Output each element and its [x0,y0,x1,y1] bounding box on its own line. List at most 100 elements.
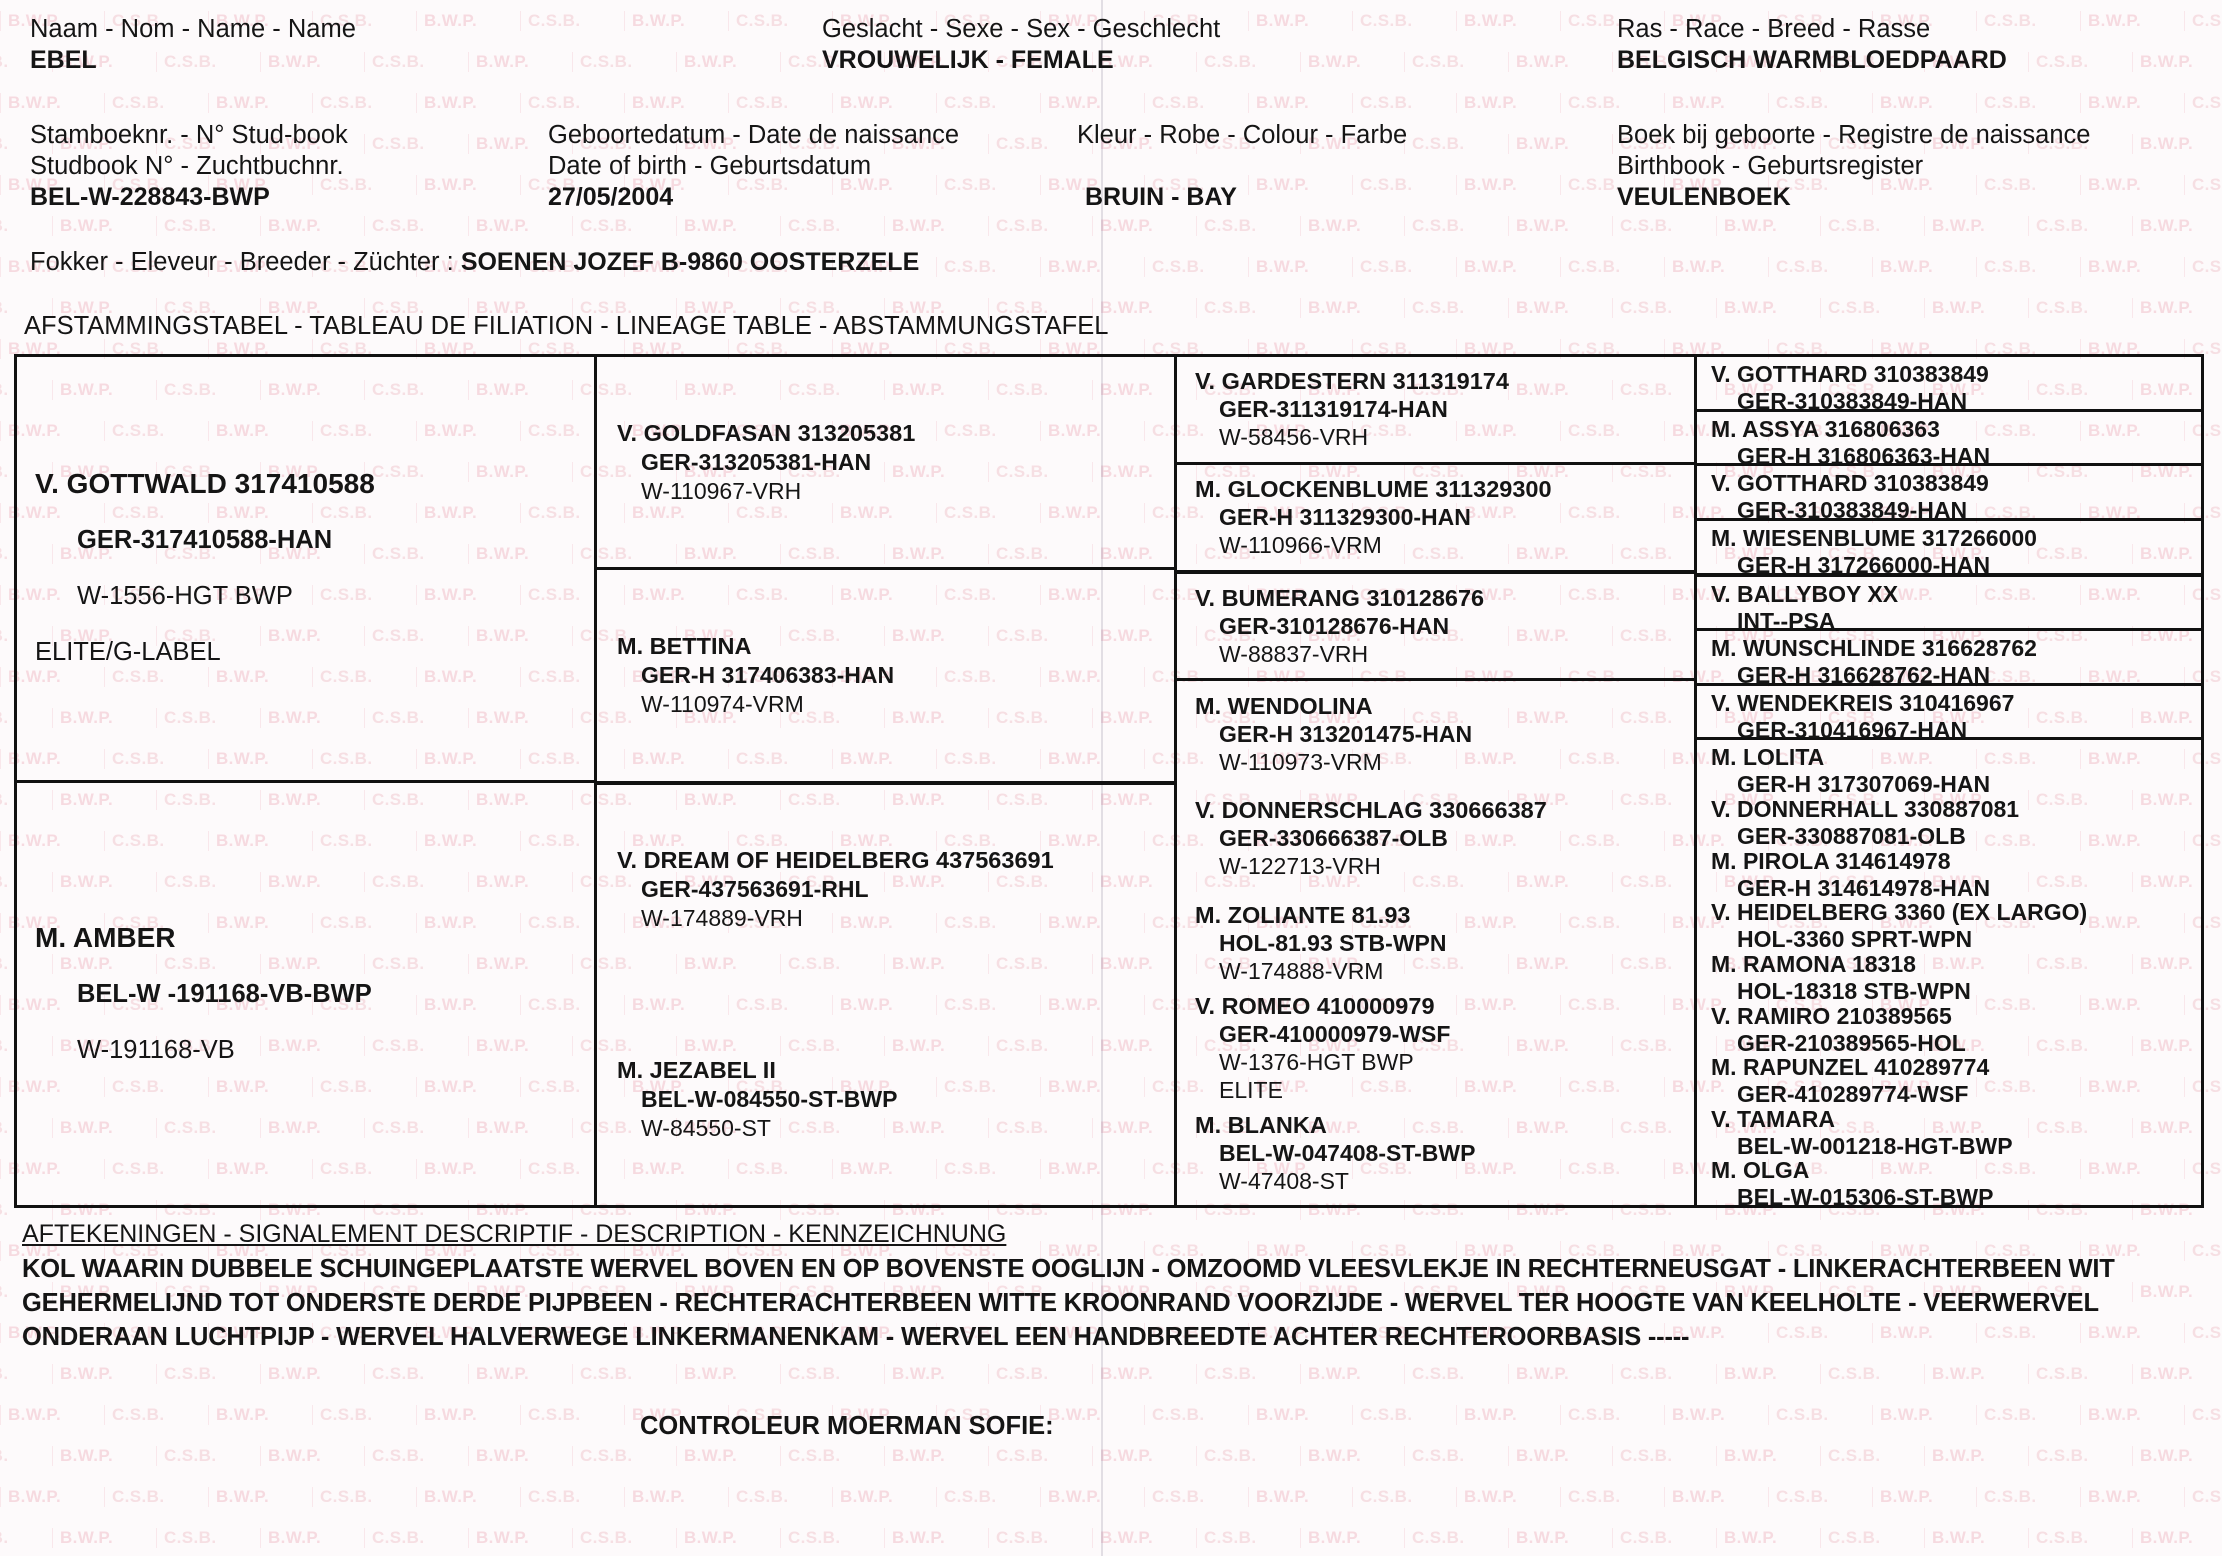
g3-6-line2: GER-410000979-WSF [1219,1020,1451,1047]
sire-name: V. GOTTWALD 317410588 [35,468,375,500]
field-birthbook-value: VEULENBOEK [1617,183,1791,211]
pedigree-column-parents: V. GOTTWALD 317410588 GER-317410588-HAN … [17,357,597,1205]
field-birthdate-value: 27/05/2004 [548,183,674,211]
g3-2-name: V. BUMERANG 310128676 [1195,584,1485,611]
g4-1-name: M. ASSYA 316806363 [1711,415,1940,442]
g4-12-name: V. RAMIRO 210389565 [1711,1002,1952,1029]
g4-4-line2: INT--PSA [1737,607,1836,634]
pedigree-column-grandparents: V. GOLDFASAN 313205381 GER-313205381-HAN… [597,357,1177,1205]
g3-6-line3: W-1376-HGT BWP [1219,1048,1414,1075]
pedigree-cell-g2-2: V. DREAM OF HEIDELBERG 437563691 GER-437… [597,785,1174,995]
pedigree-cell-g4-10: V. HEIDELBERG 3360 (EX LARGO) HOL-3360 S… [1697,895,2201,952]
pedigree-cell-g3-7: M. BLANKA BEL-W-047408-ST-BWP W-47408-ST [1177,1100,1694,1205]
g4-12-line2: GER-210389565-HOL [1737,1029,1966,1056]
g2-3-name: M. JEZABEL II [617,1057,776,1084]
g3-2-line3: W-88837-VRH [1219,640,1369,667]
pedigree-cell-g4-14: V. TAMARA BEL-W-001218-HGT-BWP [1697,1102,2201,1159]
field-breed-value: BELGISCH WARMBLOEDPAARD [1617,46,2007,74]
description-title: AFTEKENINGEN - SIGNALEMENT DESCRIPTIF - … [22,1220,1007,1248]
g3-7-name: M. BLANKA [1195,1111,1327,1138]
field-birthbook-label1: Boek bij geboorte - Registre de naissanc… [1617,121,2091,149]
pedigree-cell-g4-4: V. BALLYBOY XX INT--PSA [1697,577,2201,634]
dam-name: M. AMBER [35,921,176,953]
pedigree-cell-g4-1: M. ASSYA 316806363 GER-H 316806363-HAN [1697,412,2201,469]
g2-2-line2: GER-437563691-RHL [641,876,869,903]
pedigree-cell-g4-7: M. LOLITA GER-H 317307069-HAN [1697,740,2201,797]
g4-15-name: M. OLGA [1711,1157,1810,1184]
g4-5-name: M. WUNSCHLINDE 316628762 [1711,635,2037,662]
g4-8-line2: GER-330887081-OLB [1737,823,1966,849]
pedigree-cell-g4-6: V. WENDEKREIS 310416967 GER-310416967-HA… [1697,686,2201,743]
g2-1-line2: GER-H 317406383-HAN [641,661,895,688]
field-colour: Kleur - Robe - Colour - Farbe BRUIN - BA… [1077,120,1407,213]
g3-0-line3: W-58456-VRH [1219,424,1369,451]
g4-13-line2: GER-410289774-WSF [1737,1081,1969,1108]
pedigree-cell-g3-6: V. ROMEO 410000979 GER-410000979-WSF W-1… [1177,993,1694,1103]
field-studbook-label1: Stamboeknr. - N° Stud-book [30,121,348,149]
field-breed-label: Ras - Race - Breed - Rasse [1617,15,1931,43]
pedigree-cell-g4-3: M. WIESENBLUME 317266000 GER-H 317266000… [1697,521,2201,578]
g4-6-line2: GER-310416967-HAN [1737,716,1968,743]
field-colour-label: Kleur - Robe - Colour - Farbe [1077,121,1408,149]
field-studbook-label2: Studbook N° - Zuchtbuchnr. [30,152,344,180]
field-birthbook: Boek bij geboorte - Registre de naissanc… [1617,120,2090,213]
g2-2-line3: W-174889-VRH [641,905,803,932]
g3-1-line2: GER-H 311329300-HAN [1219,504,1471,531]
g4-1-line2: GER-H 316806363-HAN [1737,442,1991,469]
g4-3-line2: GER-H 317266000-HAN [1737,551,1991,578]
g4-2-line2: GER-310383849-HAN [1737,497,1968,524]
g4-4-name: V. BALLYBOY XX [1711,580,1899,607]
pedigree-column-gg-grandparents: V. GOTTHARD 310383849 GER-310383849-HAN … [1697,357,2201,1210]
g3-4-line2: GER-330666387-OLB [1219,825,1448,852]
g4-15-line2: BEL-W-015306-ST-BWP [1737,1184,1994,1211]
field-sex-value: VROUWELIJK - FEMALE [822,46,1114,74]
g3-5-line2: HOL-81.93 STB-WPN [1219,930,1447,957]
description-body: KOL WAARIN DUBBELE SCHUINGEPLAATSTE WERV… [22,1255,2115,1351]
pedigree-cell-g4-13: M. RAPUNZEL 410289774 GER-410289774-WSF [1697,1050,2201,1107]
g3-3-line2: GER-H 313201475-HAN [1219,720,1473,747]
g3-5-line3: W-174888-VRM [1219,958,1384,985]
g3-0-line2: GER-311319174-HAN [1219,396,1448,423]
g3-7-line2: BEL-W-047408-ST-BWP [1219,1139,1476,1166]
pedigree-cell-g2-0: V. GOLDFASAN 313205381 GER-313205381-HAN… [597,357,1174,571]
dam-line2: BEL-W -191168-VB-BWP [77,979,372,1008]
pedigree-cell-sire: V. GOTTWALD 317410588 GER-317410588-HAN … [17,357,594,783]
paper-fold-line [1101,0,1103,1556]
g4-10-name: V. HEIDELBERG 3360 (EX LARGO) [1711,899,2088,926]
pedigree-cell-g3-0: V. GARDESTERN 311319174 GER-311319174-HA… [1177,357,1694,465]
g4-8-name: V. DONNERHALL 330887081 [1711,796,2020,822]
field-studbook: Stamboeknr. - N° Stud-book Studbook N° -… [30,120,348,213]
g4-10-line2: HOL-3360 SPRT-WPN [1737,926,1973,953]
pedigree-cell-g4-15: M. OLGA BEL-W-015306-ST-BWP [1697,1153,2201,1210]
g2-0-line2: GER-313205381-HAN [641,448,872,475]
pedigree-cell-g3-4: V. DONNERSCHLAG 330666387 GER-330666387-… [1177,786,1694,891]
lineage-table: V. GOTTWALD 317410588 GER-317410588-HAN … [14,354,2204,1210]
pedigree-cell-g4-0: V. GOTTHARD 310383849 GER-310383849-HAN [1697,357,2201,414]
g3-0-name: V. GARDESTERN 311319174 [1195,368,1509,395]
g3-1-line3: W-110966-VRM [1219,532,1382,559]
field-colour-value: BRUIN - BAY [1085,183,1237,211]
g3-6-name: V. ROMEO 410000979 [1195,992,1435,1019]
field-sex: Geslacht - Sexe - Sex - Geschlecht VROUW… [822,14,1220,76]
g3-5-name: M. ZOLIANTE 81.93 [1195,902,1411,929]
g4-0-line2: GER-310383849-HAN [1737,388,1968,414]
g4-2-name: V. GOTTHARD 310383849 [1711,470,1989,497]
pedigree-cell-g2-1: M. BETTINA GER-H 317406383-HAN W-110974-… [597,570,1174,785]
pedigree-cell-g3-2: V. BUMERANG 310128676 GER-310128676-HAN … [1177,574,1694,682]
g4-9-line2: GER-H 314614978-HAN [1737,874,1991,901]
pedigree-cell-g4-12: V. RAMIRO 210389565 GER-210389565-HOL [1697,999,2201,1056]
g3-7-line3: W-47408-ST [1219,1167,1349,1194]
g4-11-name: M. RAMONA 18318 [1711,950,1916,977]
field-name-label: Naam - Nom - Name - Name [30,15,356,43]
field-name-value: EBEL [30,46,97,74]
field-breeder-label: Fokker - Eleveur - Breeder - Züchter : [30,248,454,276]
g2-1-line3: W-110974-VRM [641,690,804,717]
g4-11-line2: HOL-18318 STB-WPN [1737,977,1971,1004]
g3-2-line2: GER-310128676-HAN [1219,612,1450,639]
pedigree-cell-g4-2: V. GOTTHARD 310383849 GER-310383849-HAN [1697,466,2201,524]
field-studbook-value: BEL-W-228843-BWP [30,183,270,211]
g2-3-line2: BEL-W-084550-ST-BWP [641,1086,898,1113]
field-birthdate-label2: Date of birth - Geburtsdatum [548,152,872,180]
lineage-table-title: AFSTAMMINGSTABEL - TABLEAU DE FILIATION … [24,312,1109,340]
g4-3-name: M. WIESENBLUME 317266000 [1711,524,2037,551]
